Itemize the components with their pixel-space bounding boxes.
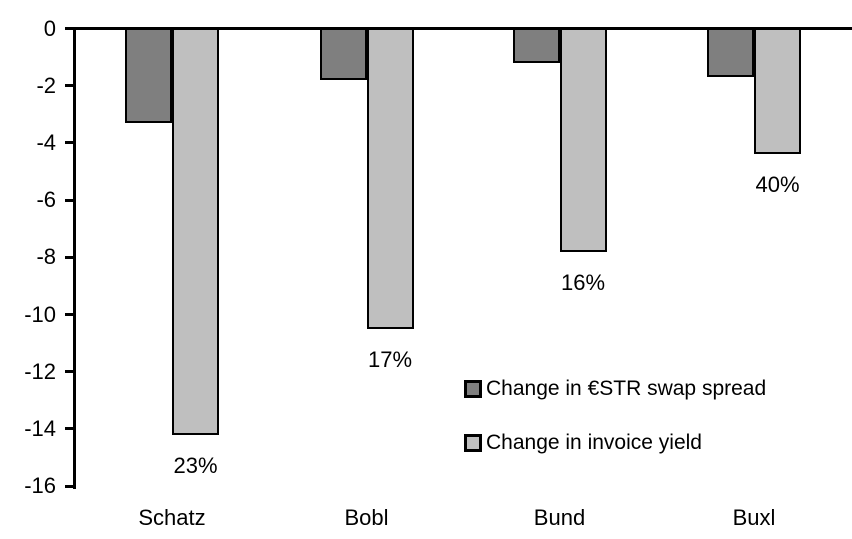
y-axis-tick: [65, 141, 74, 145]
x-axis-label-bund: Bund: [533, 505, 586, 530]
y-axis-tick: [65, 370, 74, 374]
y-axis-tick: [65, 255, 74, 259]
bar-bund-swap-spread: [512, 27, 560, 63]
x-axis-label-schatz: Schatz: [138, 505, 206, 530]
bar-buxl-swap-spread: [707, 27, 754, 78]
legend-item-invoice-yield: Change in invoice yield: [464, 431, 702, 455]
y-axis-tick-label: -2: [36, 72, 56, 98]
data-label-schatz: 23%: [173, 452, 218, 478]
y-axis-tick-label: -16: [24, 473, 56, 499]
x-axis-label-bobl: Bobl: [344, 505, 389, 530]
x-axis-label-buxl: Buxl: [732, 505, 776, 530]
legend-item-swap-spread: Change in €STR swap spread: [464, 377, 766, 401]
y-axis-tick: [65, 313, 74, 316]
y-axis-tick: [65, 27, 74, 30]
legend-swatch-invoice-yield: [464, 434, 482, 452]
legend-label-invoice-yield: Change in invoice yield: [486, 431, 702, 454]
data-label-bund: 16%: [560, 269, 606, 295]
bar-buxl-invoice-yield: [754, 27, 801, 155]
legend-label-swap-spread: Change in €STR swap spread: [486, 377, 767, 400]
y-axis-tick-label: -12: [24, 358, 56, 384]
y-axis-tick: [65, 198, 74, 202]
bar-bobl-invoice-yield: [366, 27, 414, 329]
y-axis-tick: [65, 484, 74, 488]
y-axis-tick-label: -6: [36, 187, 56, 213]
y-axis-tick-label: 0: [43, 15, 56, 41]
data-label-bobl: 17%: [367, 346, 413, 372]
bar-bobl-swap-spread: [319, 27, 367, 80]
y-axis-line: [73, 27, 76, 489]
y-axis-tick-label: -14: [24, 415, 56, 441]
legend-swatch-swap-spread: [464, 380, 482, 398]
y-axis-tick-label: -4: [36, 129, 56, 155]
bar-bund-invoice-yield: [559, 27, 607, 252]
data-label-buxl: 40%: [755, 172, 800, 198]
y-axis-tick: [65, 84, 74, 88]
y-axis-tick: [65, 427, 74, 431]
x-axis-zero-line: [73, 27, 852, 30]
bar-schatz-swap-spread: [125, 27, 172, 123]
y-axis-tick-label: -10: [24, 301, 56, 327]
bar-schatz-invoice-yield: [172, 27, 219, 435]
y-axis-tick-label: -8: [36, 244, 56, 270]
